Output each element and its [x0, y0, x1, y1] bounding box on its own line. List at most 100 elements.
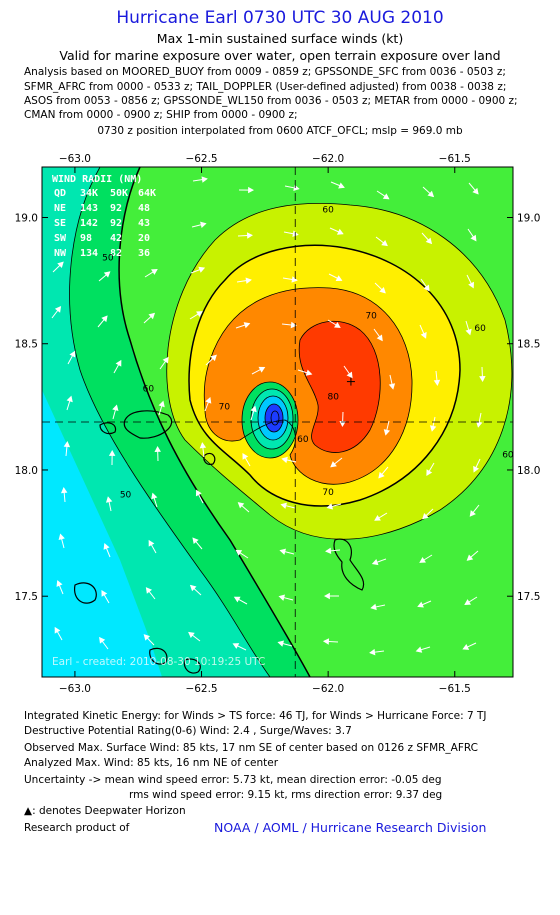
eye-ring-blue	[265, 404, 283, 432]
wind-vector-head	[420, 332, 427, 339]
wind-vector-head	[158, 400, 165, 408]
wind-vector-head	[388, 383, 396, 390]
contour-label: 60	[474, 324, 486, 334]
x-tick-label-bottom: −63.0	[59, 683, 91, 695]
wind-vector-head	[336, 228, 344, 235]
contour-label: 60	[502, 450, 514, 460]
wind-vector-head	[103, 543, 110, 550]
island-outline	[183, 658, 201, 674]
wind-vector-head	[290, 321, 297, 329]
wind-vector-head	[465, 328, 472, 336]
wind-radii-cell: 92	[110, 203, 122, 214]
wind-radii-rows: QD 34K 50K 64K NE 143 92 48 SE 142 92 43 SW 98 42 20 NW 1…	[54, 188, 156, 259]
y-tick-label-left: 18.0	[15, 465, 38, 477]
analysis-line: CMAN from 0000 - 0900 z; SHIP from 0000 …	[24, 109, 298, 121]
wind-vector-head	[196, 311, 203, 317]
rms-line: rms wind speed error: 9.15 kt, rms direc…	[129, 789, 443, 801]
x-tick-label-top: −62.5	[185, 153, 217, 165]
wind-radii-cell: SW	[54, 233, 67, 244]
wind-vector-head	[425, 237, 433, 245]
eye-contours	[241, 381, 299, 459]
wind-vector-head	[417, 601, 424, 608]
wind-vector-head	[235, 549, 243, 556]
x-tick-label-bottom: −62.5	[185, 683, 217, 695]
wind-radii-cell: NE	[54, 203, 66, 214]
wind-radii-cell: 134	[80, 248, 98, 259]
island-outline	[149, 647, 168, 665]
x-tick-label-top: −61.5	[439, 153, 471, 165]
chart-title: Hurricane Earl 0730 UTC 30 AUG 2010	[116, 8, 444, 28]
island-outline	[73, 582, 97, 604]
wind-radii-cell: 48	[138, 203, 150, 214]
y-tick-label-right: 18.5	[517, 339, 540, 351]
wind-vectors	[51, 176, 486, 656]
wind-radii-cell: 50K	[110, 188, 128, 199]
wind-vector-head	[101, 315, 108, 323]
wind-vector-head	[330, 461, 337, 468]
wind-vector-head	[422, 512, 429, 520]
contour-label: 60	[143, 385, 155, 395]
wind-radii-cell: 43	[138, 218, 150, 229]
contour-label: 60	[297, 435, 309, 445]
x-tick-label-bottom: −61.5	[439, 683, 471, 695]
exposure-note: Valid for marine exposure over water, op…	[59, 48, 501, 63]
credit-label: Earl - created: 2010-08-30 10:19:25 UTC	[52, 656, 265, 668]
wind-vector-head	[54, 306, 62, 313]
wind-vector-head	[470, 234, 477, 242]
wind-vector-head	[346, 371, 353, 379]
wind-vector-head	[112, 404, 119, 412]
wind-vector-head	[101, 589, 108, 597]
wind-radii-cell: 92	[110, 218, 122, 229]
wind-radii-cell: 82	[110, 248, 122, 259]
wind-vector-head	[246, 232, 254, 239]
wind-vector-head	[162, 356, 169, 364]
wind-band-red	[299, 321, 381, 453]
wind-vector-head	[338, 182, 345, 189]
wind-vector-head	[322, 638, 330, 645]
wind-vector-head	[57, 261, 64, 268]
wind-map-chart: WIND RADII (NM) QD 34K 50K 64K NE 143 92 48 SE 14…	[15, 153, 541, 695]
wind-vector-head	[427, 190, 435, 198]
x-tick-label-top: −63.0	[59, 153, 91, 165]
wind-vector-head	[108, 449, 116, 456]
y-tick-label-left: 18.5	[15, 339, 38, 351]
x-tick-label-bottom: −62.0	[312, 683, 344, 695]
deepwater-icon: ▲	[24, 805, 33, 817]
wind-vector-head	[379, 286, 386, 294]
wind-vector-head	[278, 594, 286, 601]
wind-radii-cell: 143	[80, 203, 98, 214]
contour-label: 70	[219, 402, 231, 412]
wind-vector-head	[466, 554, 474, 561]
wind-vector-head	[195, 489, 202, 497]
wind-vector-head	[198, 266, 206, 273]
wind-vector-head	[192, 537, 199, 545]
wind-vector-head	[237, 502, 245, 509]
island-outline	[333, 538, 365, 591]
wind-vector-head	[374, 514, 381, 521]
contour-label: 50	[102, 253, 114, 263]
wind-vector-head	[383, 429, 391, 436]
wind-radii-cell: 36	[138, 248, 150, 259]
wind-vector-head	[151, 492, 158, 500]
research-org-link[interactable]: NOAA / AOML / Hurricane Research Divisio…	[214, 820, 487, 835]
wind-vector-head	[56, 580, 63, 587]
wind-vector-head	[279, 548, 286, 555]
wind-vector-head	[419, 557, 426, 563]
wind-vector-head	[242, 452, 249, 460]
wind-radii-cell: 42	[110, 233, 122, 244]
wind-vector-head	[429, 425, 437, 432]
contour-label: 70	[365, 311, 377, 321]
wind-vector-head	[378, 471, 385, 479]
wind-vector-head	[381, 239, 388, 247]
wind-vector-head	[245, 277, 252, 284]
wind-vector-head	[305, 369, 313, 376]
y-tick-label-right: 19.0	[517, 212, 540, 224]
wind-vector-head	[189, 584, 197, 592]
deepwater-label: : denotes Deepwater Horizon	[32, 805, 186, 817]
wind-vector-head	[148, 312, 156, 320]
wind-vector-head	[145, 587, 153, 594]
contour-label: 80	[327, 392, 339, 402]
wind-vector-head	[376, 334, 383, 342]
wind-vector-head	[205, 396, 212, 404]
island-outlines	[73, 410, 365, 674]
